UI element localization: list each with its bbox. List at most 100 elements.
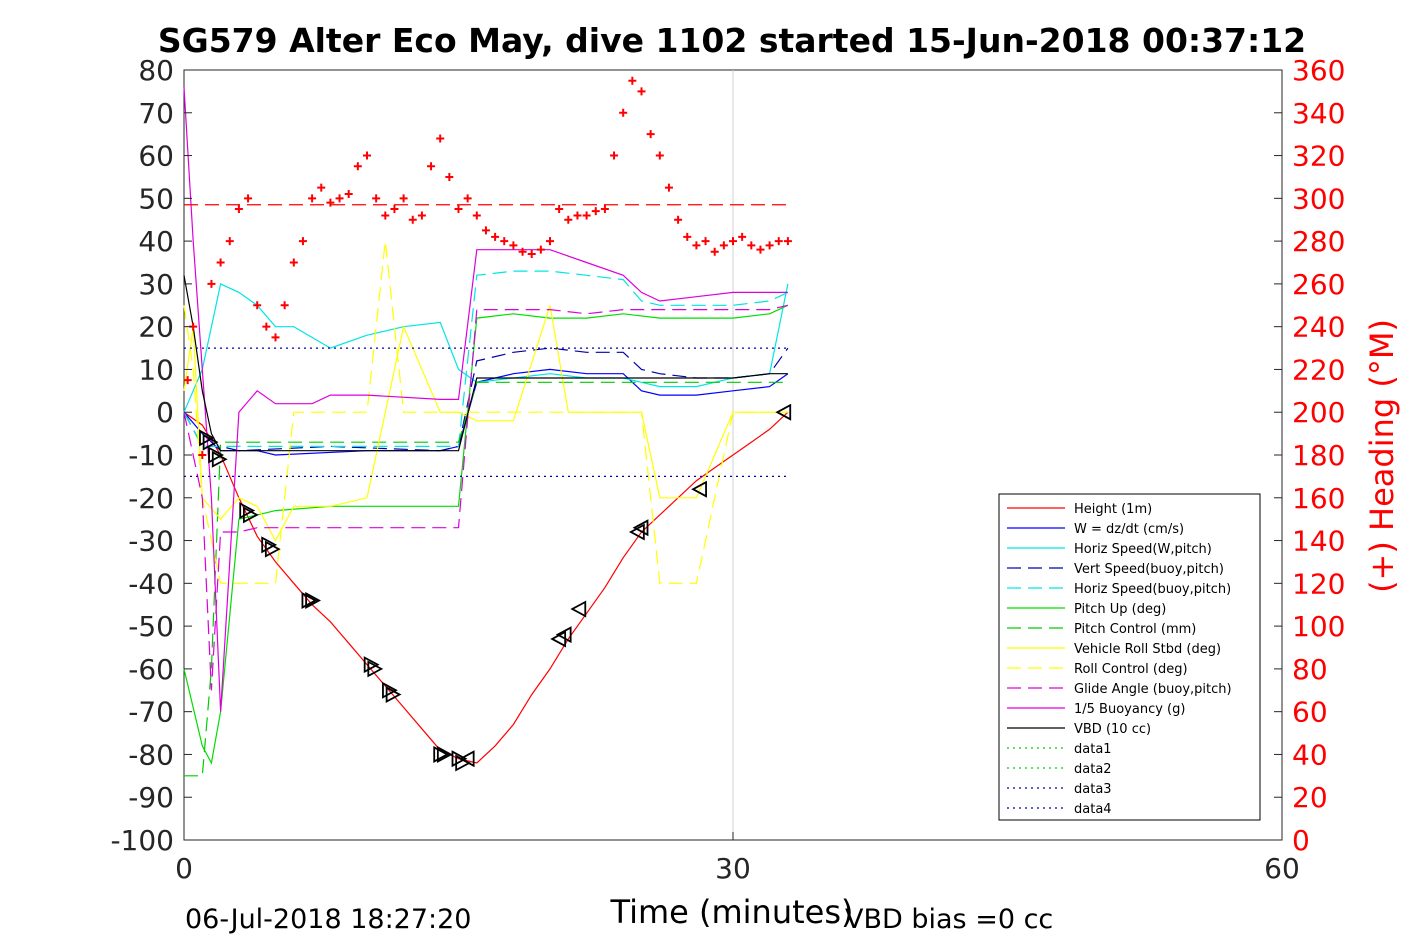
heading-point	[664, 183, 673, 192]
heading-point	[591, 207, 600, 216]
legend-label-7: Vehicle Roll Stbd (deg)	[1074, 642, 1221, 657]
y-right-tick-label: 120	[1292, 567, 1345, 600]
heading-point	[298, 237, 307, 246]
heading-point	[244, 194, 253, 203]
series-line-7	[183, 305, 788, 542]
y-tick-label: -60	[128, 653, 174, 686]
y-tick-label: -100	[110, 824, 174, 857]
heading-point	[756, 245, 765, 254]
series-line-5	[183, 304, 789, 765]
series-line-6	[184, 381, 788, 777]
x-tick-label: 0	[175, 852, 193, 885]
x-tick-label: 60	[1264, 852, 1300, 885]
heading-point	[225, 237, 234, 246]
heading-point	[719, 241, 728, 250]
legend-label-8: Roll Control (deg)	[1074, 662, 1188, 677]
legend-label-11: VBD (10 cc)	[1074, 722, 1151, 737]
footer-date: 06-Jul-2018 18:27:20	[185, 904, 471, 935]
heading-point	[600, 205, 609, 214]
heading-point	[573, 211, 582, 220]
marker-left	[458, 750, 475, 768]
marker-right	[199, 429, 215, 447]
x-tick-label: 30	[715, 852, 751, 885]
heading-point	[774, 237, 783, 246]
y-right-tick-label: 40	[1292, 738, 1328, 771]
heading-point	[353, 162, 362, 171]
heading-point	[491, 232, 500, 241]
heading-point	[390, 205, 399, 214]
heading-point	[381, 211, 390, 220]
heading-point	[509, 241, 518, 250]
marker-right	[211, 450, 228, 468]
marker-right	[202, 433, 219, 451]
heading-point	[326, 198, 335, 207]
heading-point	[271, 333, 280, 342]
heading-point	[280, 301, 289, 310]
footer-vbd-bias: VBD bias =0 cc	[845, 904, 1053, 935]
marker-right	[239, 502, 256, 520]
legend-label-9: Glide Angle (buoy,pitch)	[1074, 682, 1232, 697]
marker-right	[385, 686, 402, 704]
heading-point	[253, 301, 262, 310]
series-line-9	[183, 304, 789, 691]
heading-point	[317, 183, 326, 192]
heading-point	[619, 108, 628, 117]
heading-point	[289, 258, 298, 267]
heading-point	[518, 247, 527, 256]
legend-label-1: W = dz/dt (cm/s)	[1074, 522, 1184, 537]
heading-series	[183, 76, 792, 459]
y-right-tick-label: 260	[1292, 268, 1345, 301]
heading-point	[262, 322, 271, 331]
marker-right	[451, 750, 468, 768]
series-layer	[183, 87, 789, 777]
y-tick-label: -10	[128, 439, 174, 472]
y-right-tick-label: 340	[1292, 97, 1345, 130]
heading-point	[674, 215, 683, 224]
heading-point	[555, 205, 564, 214]
marker-left	[555, 626, 572, 644]
y-right-tick-label: 320	[1292, 140, 1345, 173]
heading-point	[399, 194, 408, 203]
right-axis-label: (+) Heading (°M)	[1363, 319, 1401, 593]
y-right-tick-label: 280	[1292, 225, 1345, 258]
marker-right	[264, 540, 281, 558]
series-line-8	[183, 241, 788, 584]
series-line-0	[183, 411, 789, 764]
series-line-11	[183, 275, 788, 452]
marker-left	[570, 600, 587, 618]
legend: Height (1m) W = dz/dt (cm/s) Horiz Speed(W…	[998, 493, 1261, 821]
heading-point	[481, 226, 490, 235]
marker-right	[208, 446, 225, 464]
legend-label-4: Horiz Speed(buoy,pitch)	[1074, 582, 1231, 597]
heading-point	[216, 258, 225, 267]
heading-point	[783, 237, 792, 246]
heading-point	[445, 172, 454, 181]
x-axis-label: Time (minutes)	[610, 893, 854, 931]
heading-point	[564, 215, 573, 224]
heading-point	[308, 194, 317, 203]
series-line-2	[183, 283, 789, 413]
y-tick-label: -80	[128, 738, 174, 771]
heading-point	[372, 194, 381, 203]
legend-label-6: Pitch Control (mm)	[1074, 622, 1196, 637]
heading-point	[747, 241, 756, 250]
heading-point	[610, 151, 619, 160]
heading-point	[335, 194, 344, 203]
y-tick-label: 20	[138, 311, 174, 344]
y-tick-label: 50	[138, 182, 174, 215]
heading-point	[207, 279, 216, 288]
marker-right	[436, 745, 453, 763]
heading-point	[582, 211, 591, 220]
marker-left	[775, 403, 792, 421]
y-tick-label: 0	[156, 396, 174, 429]
y-tick-label: -40	[128, 567, 174, 600]
marker-right	[433, 745, 450, 763]
heading-point	[536, 245, 545, 254]
heading-point	[729, 237, 737, 246]
marker-right	[242, 506, 259, 524]
marker-right	[382, 681, 398, 699]
y-right-tick-label: 20	[1292, 781, 1328, 814]
heading-point	[655, 151, 664, 160]
y-right-tick-label: 0	[1292, 824, 1310, 857]
marker-right	[261, 536, 278, 554]
